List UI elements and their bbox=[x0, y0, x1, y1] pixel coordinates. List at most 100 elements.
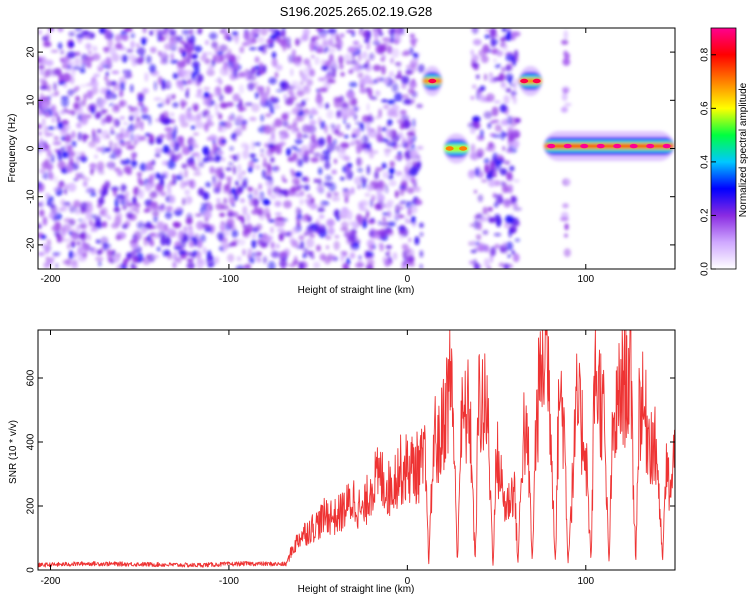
spectrogram-speckle bbox=[224, 52, 231, 59]
spectrogram-speckle bbox=[204, 217, 209, 222]
spectrogram-speckle bbox=[106, 249, 113, 256]
spectrogram-speckle bbox=[79, 68, 86, 74]
spectrogram-speckle bbox=[294, 138, 303, 145]
spectrogram-speckle bbox=[217, 51, 224, 56]
spectrogram-speckle bbox=[340, 176, 345, 181]
spectrogram-speckle bbox=[346, 237, 356, 245]
spectrogram-speckle bbox=[52, 252, 61, 256]
spectrogram-speckle bbox=[513, 49, 519, 60]
spectrogram-speckle bbox=[408, 88, 415, 95]
spectrogram-speckle bbox=[512, 202, 519, 209]
spectrogram-speckle bbox=[38, 137, 44, 148]
spectrogram-speckle bbox=[501, 28, 508, 32]
spectrogram-speckle bbox=[125, 191, 130, 198]
spectrogram-speckle bbox=[67, 182, 77, 192]
spectrogram-speckle bbox=[474, 167, 480, 177]
spectrogram-speckle bbox=[184, 195, 192, 205]
spectrogram-speckle bbox=[504, 160, 511, 165]
spectrogram-speckle bbox=[68, 205, 78, 213]
spectrogram-peak bbox=[580, 143, 589, 149]
spectrogram-speckle bbox=[513, 179, 520, 183]
spectrogram-speckle bbox=[512, 32, 517, 40]
spectrogram-speckle bbox=[181, 146, 191, 156]
spectrogram-speckle bbox=[313, 178, 318, 183]
spectrogram-speckle bbox=[120, 54, 125, 61]
spectrogram-speckle bbox=[310, 157, 319, 163]
spectrogram-speckle bbox=[481, 55, 489, 64]
colorbar: 0.0 0.2 0.4 0.6 0.8 Normalized spectral ampl… bbox=[700, 27, 749, 276]
spectrogram-speckle bbox=[279, 141, 286, 146]
spectrogram-speckle bbox=[400, 200, 407, 204]
x-tick-label: -200 bbox=[40, 576, 60, 587]
spectrogram-speckle bbox=[262, 28, 270, 31]
spectrogram-speckle bbox=[113, 118, 117, 127]
y-tick-label: 10 bbox=[26, 94, 37, 106]
spectrogram-speckle bbox=[247, 248, 253, 254]
x-tick-label: -100 bbox=[219, 576, 239, 587]
spectrogram-speckle bbox=[409, 47, 414, 55]
spectrogram-speckle bbox=[387, 99, 396, 105]
spectrogram-speckle bbox=[182, 235, 190, 243]
spectrogram-speckle bbox=[171, 174, 176, 180]
spectrogram-speckle bbox=[154, 152, 161, 158]
spectrogram-speckle bbox=[192, 132, 200, 136]
spectrogram-speckle bbox=[229, 146, 235, 151]
spectrogram-speckle bbox=[113, 142, 118, 148]
spectrogram-speckle bbox=[126, 145, 135, 150]
spectrogram-speckle bbox=[473, 219, 480, 230]
spectrogram-speckle bbox=[223, 183, 231, 192]
snr-panel: -200 -100 0 100 0 200 400 600 Height of straig… bbox=[8, 329, 676, 595]
spectrogram-speckle bbox=[340, 72, 345, 77]
spectrogram-speckle bbox=[193, 172, 202, 176]
spectrogram-speckle bbox=[501, 185, 509, 194]
spectrogram-speckle bbox=[346, 90, 355, 99]
spectrogram-speckle bbox=[367, 126, 372, 137]
spectrogram-speckle bbox=[344, 196, 349, 204]
spectrogram-speckle bbox=[251, 103, 260, 113]
spectrogram-speckle bbox=[249, 116, 257, 122]
spectrogram-speckle bbox=[274, 118, 283, 128]
spectrogram-speckle bbox=[309, 203, 318, 210]
figure-title: S196.2025.265.02.19.G28 bbox=[280, 4, 433, 19]
spectrogram-speckle bbox=[316, 28, 324, 32]
spectrogram-speckle bbox=[248, 198, 256, 207]
spectrogram-speckle bbox=[71, 130, 76, 139]
spectrogram-speckle bbox=[364, 193, 371, 197]
spectrogram-speckle bbox=[170, 52, 174, 61]
spectrogram-speckle bbox=[279, 133, 285, 141]
spectrogram-speckle bbox=[112, 187, 117, 197]
spectrogram-speckle bbox=[166, 131, 173, 141]
spectrogram-speckle bbox=[58, 72, 64, 83]
spectrogram-speckle bbox=[176, 79, 184, 89]
spectrogram-speckle bbox=[126, 48, 134, 54]
spectrogram-speckle bbox=[47, 126, 56, 130]
spectrogram-speckle bbox=[38, 168, 46, 174]
spectrogram-speckle bbox=[214, 102, 219, 111]
spectrogram-speckle bbox=[467, 169, 476, 179]
spectrogram-speckle bbox=[505, 53, 515, 62]
spectrogram-speckle bbox=[356, 127, 360, 138]
spectrogram-speckle bbox=[496, 156, 505, 160]
spectrogram-speckle bbox=[344, 164, 351, 175]
spectrogram-speckle bbox=[343, 53, 352, 63]
spectrogram-speckle bbox=[396, 119, 405, 124]
spectrogram-speckle bbox=[227, 253, 235, 263]
spectrogram-speckle bbox=[281, 218, 288, 222]
spectrogram-speckle bbox=[115, 198, 119, 208]
spectrogram-speckle bbox=[508, 264, 514, 269]
spectrogram-speckle bbox=[233, 192, 239, 202]
spectrogram-speckle bbox=[248, 193, 253, 201]
spectrogram-speckle bbox=[323, 155, 329, 160]
spectrogram-speckle bbox=[506, 148, 513, 154]
spectrogram-speckle bbox=[290, 186, 297, 193]
spectrogram-speckle bbox=[324, 102, 330, 110]
spectrogram-speckle bbox=[251, 227, 259, 233]
spectrogram-speckle bbox=[127, 105, 132, 109]
spectrogram-speckle bbox=[260, 114, 265, 122]
spectrogram-speckle bbox=[203, 91, 210, 98]
spectrogram-speckle bbox=[487, 122, 492, 129]
spectrogram-speckle bbox=[355, 213, 363, 223]
spectrogram-speckle bbox=[77, 255, 87, 262]
spectrogram-speckle bbox=[260, 149, 265, 153]
spectrogram-speckle bbox=[388, 167, 396, 175]
